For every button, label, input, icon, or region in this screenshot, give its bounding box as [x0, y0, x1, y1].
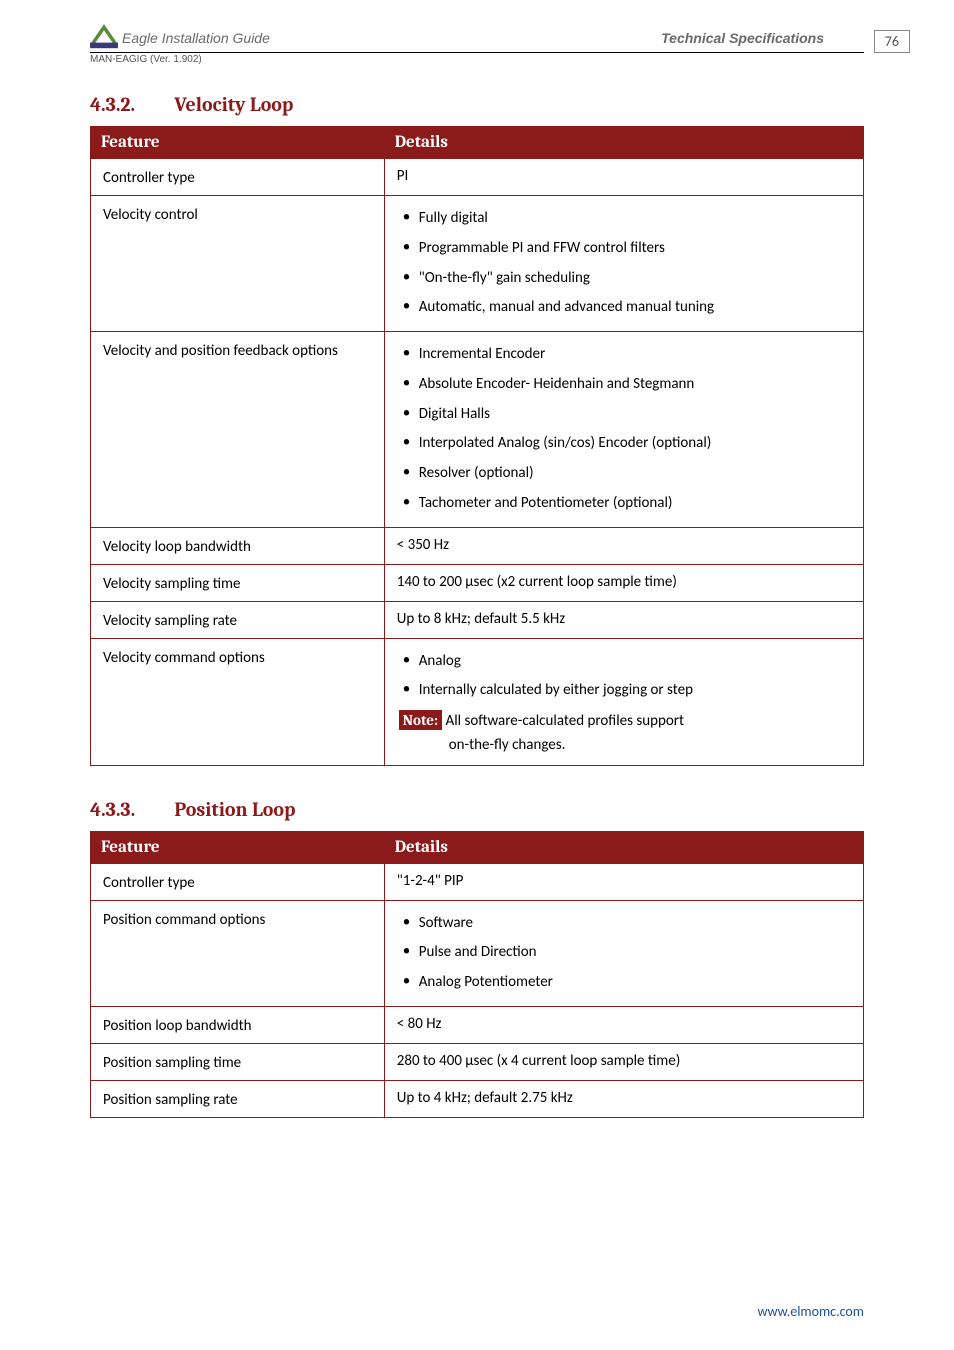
list-item: Pulse and Direction [397, 938, 853, 968]
list-item: "On-the-fly" gain scheduling [397, 264, 853, 294]
feature-cell: Velocity sampling rate [91, 601, 385, 638]
detail-cell: Up to 8 kHz; default 5.5 kHz [384, 601, 863, 638]
detail-cell: Software Pulse and Direction Analog Pote… [384, 900, 863, 1006]
detail-cell: Up to 4 kHz; default 2.75 kHz [384, 1080, 863, 1117]
detail-cell: Incremental Encoder Absolute Encoder- He… [384, 332, 863, 528]
table-row: Controller type "1-2-4" PIP [91, 863, 864, 900]
feature-cell: Position loop bandwidth [91, 1006, 385, 1043]
detail-cell: Fully digital Programmable PI and FFW co… [384, 196, 863, 332]
feature-cell: Controller type [91, 159, 385, 196]
list-item: Automatic, manual and advanced manual tu… [397, 293, 853, 323]
footer-link[interactable]: www.elmomc.com [757, 1303, 864, 1320]
table-row: Velocity and position feedback options I… [91, 332, 864, 528]
note-label: Note: [399, 710, 442, 730]
table-row: Velocity command options Analog Internal… [91, 638, 864, 765]
feature-cell: Controller type [91, 863, 385, 900]
section-number: 4.3.3. [90, 798, 170, 821]
table-row: Velocity loop bandwidth < 350 Hz [91, 527, 864, 564]
detail-cell: 280 to 400 µsec (x 4 current loop sample… [384, 1043, 863, 1080]
detail-cell: < 350 Hz [384, 527, 863, 564]
bullet-list: Analog Internally calculated by either j… [397, 647, 853, 707]
feature-cell: Position sampling time [91, 1043, 385, 1080]
page-number: 76 [874, 30, 910, 53]
bullet-list: Fully digital Programmable PI and FFW co… [397, 204, 853, 323]
table-row: Position command options Software Pulse … [91, 900, 864, 1006]
page: Eagle Installation Guide Technical Speci… [0, 0, 954, 1350]
header-row: Eagle Installation Guide Technical Speci… [90, 30, 864, 50]
feature-cell: Position command options [91, 900, 385, 1006]
feature-cell: Velocity sampling time [91, 564, 385, 601]
list-item: Analog [397, 647, 853, 677]
header-rule [90, 52, 864, 53]
section-number: 4.3.2. [90, 93, 170, 116]
detail-cell: PI [384, 159, 863, 196]
section-title: Position Loop [174, 798, 295, 821]
section-heading-position: 4.3.3. Position Loop [90, 798, 864, 821]
feature-cell: Position sampling rate [91, 1080, 385, 1117]
version-text: MAN-EAGIG (Ver. 1.902) [90, 54, 864, 65]
table-row: Controller type PI [91, 159, 864, 196]
note-text: All software-calculated profiles support [442, 712, 684, 730]
feature-cell: Velocity and position feedback options [91, 332, 385, 528]
list-item: Interpolated Analog (sin/cos) Encoder (o… [397, 429, 853, 459]
section-heading-velocity: 4.3.2. Velocity Loop [90, 93, 864, 116]
bullet-list: Software Pulse and Direction Analog Pote… [397, 909, 853, 998]
table-row: Velocity sampling rate Up to 8 kHz; defa… [91, 601, 864, 638]
header-left: Eagle Installation Guide [90, 30, 270, 50]
col-feature: Feature [91, 127, 385, 159]
table-row: Position loop bandwidth < 80 Hz [91, 1006, 864, 1043]
feature-cell: Velocity command options [91, 638, 385, 765]
spec-title: Technical Specifications [661, 30, 824, 46]
detail-cell: "1-2-4" PIP [384, 863, 863, 900]
list-item: Programmable PI and FFW control filters [397, 234, 853, 264]
table-row: Position sampling rate Up to 4 kHz; defa… [91, 1080, 864, 1117]
feature-cell: Velocity loop bandwidth [91, 527, 385, 564]
list-item: Software [397, 909, 853, 939]
detail-cell: Analog Internally calculated by either j… [384, 638, 863, 765]
feature-cell: Velocity control [91, 196, 385, 332]
list-item: Incremental Encoder [397, 340, 853, 370]
list-item: Internally calculated by either jogging … [397, 676, 853, 706]
list-item: Digital Halls [397, 400, 853, 430]
detail-cell: < 80 Hz [384, 1006, 863, 1043]
detail-cell: 140 to 200 µsec (x2 current loop sample … [384, 564, 863, 601]
list-item: Analog Potentiometer [397, 968, 853, 998]
col-details: Details [384, 831, 863, 863]
col-details: Details [384, 127, 863, 159]
table-header-row: Feature Details [91, 127, 864, 159]
position-loop-table: Feature Details Controller type "1-2-4" … [90, 831, 864, 1118]
col-feature: Feature [91, 831, 385, 863]
section-title: Velocity Loop [174, 93, 293, 116]
list-item: Absolute Encoder- Heidenhain and Stegman… [397, 370, 853, 400]
guide-title: Eagle Installation Guide [122, 30, 270, 46]
bullet-list: Incremental Encoder Absolute Encoder- He… [397, 340, 853, 519]
list-item: Fully digital [397, 204, 853, 234]
table-row: Velocity control Fully digital Programma… [91, 196, 864, 332]
list-item: Resolver (optional) [397, 459, 853, 489]
note-line: Note: All software-calculated profiles s… [397, 706, 853, 735]
table-row: Velocity sampling time 140 to 200 µsec (… [91, 564, 864, 601]
velocity-loop-table: Feature Details Controller type PI Veloc… [90, 126, 864, 766]
list-item: Tachometer and Potentiometer (optional) [397, 489, 853, 519]
table-header-row: Feature Details [91, 831, 864, 863]
logo-icon [90, 24, 118, 50]
note-continue: on-the-fly changes. [397, 735, 853, 757]
table-row: Position sampling time 280 to 400 µsec (… [91, 1043, 864, 1080]
